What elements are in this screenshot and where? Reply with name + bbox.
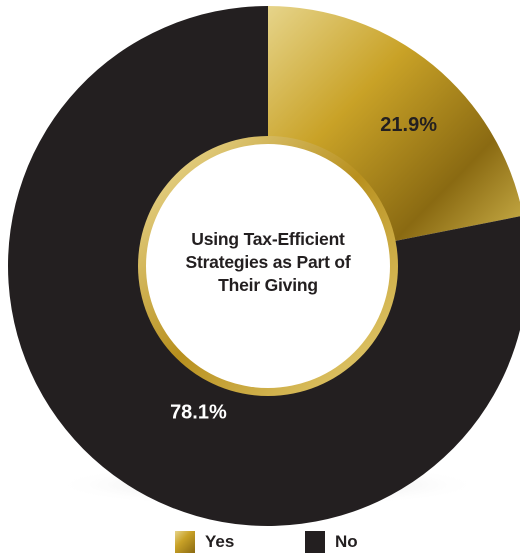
chart-legend: Yes No <box>0 531 520 555</box>
legend-label-no: No <box>335 532 358 551</box>
slice-label-yes: 21.9% <box>380 114 437 136</box>
slice-label-no: 78.1% <box>170 402 227 424</box>
center-title-line-3: Their Giving <box>218 275 318 295</box>
legend-swatch-yes <box>175 531 195 553</box>
center-title-line-1: Using Tax-Efficient <box>191 229 345 249</box>
legend-label-yes: Yes <box>205 532 235 551</box>
labels-group: 21.9% 78.1% <box>170 114 437 423</box>
legend-swatch-no <box>305 531 325 553</box>
legend-item-yes: Yes <box>175 531 234 553</box>
legend-item-no: No <box>305 531 358 553</box>
chart-center-title: Using Tax-Efficient Strategies as Part o… <box>150 228 386 297</box>
donut-hole <box>146 144 390 388</box>
center-title-line-2: Strategies as Part of <box>185 252 351 272</box>
